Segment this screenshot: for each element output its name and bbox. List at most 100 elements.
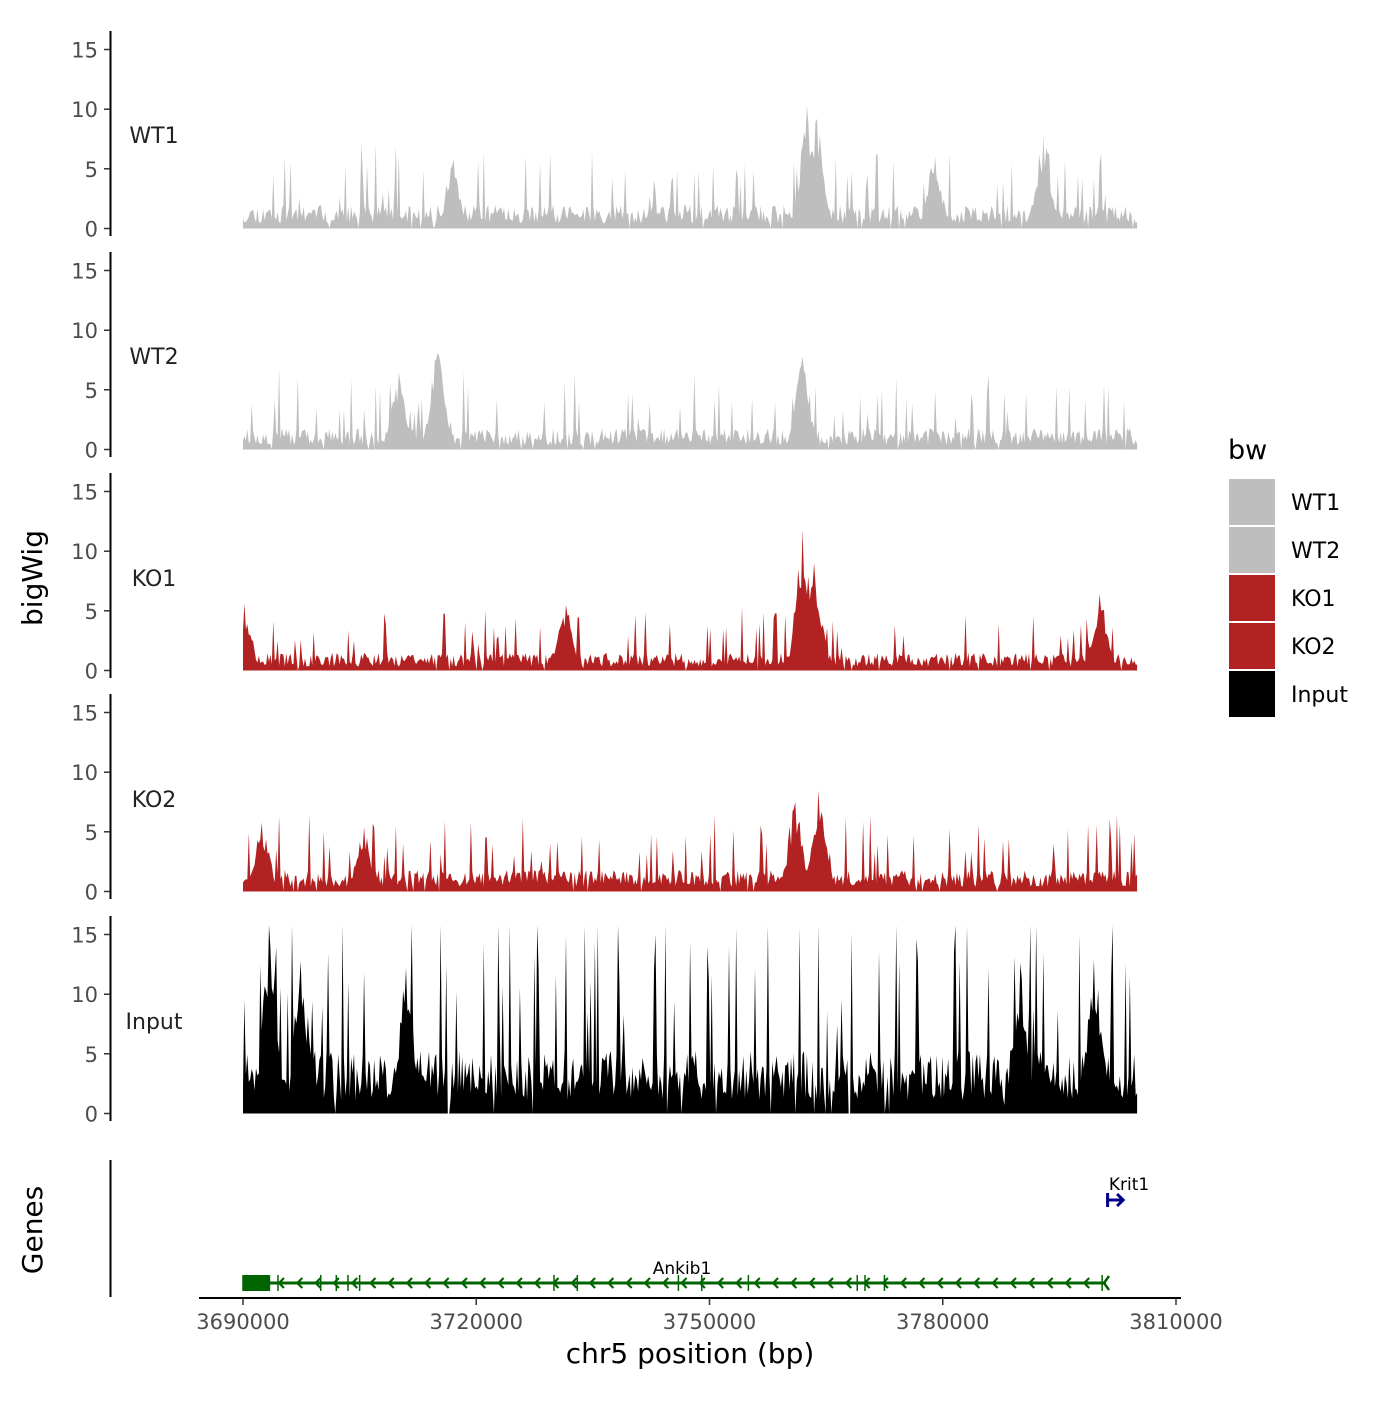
x-tick-label: 3750000 — [663, 1310, 757, 1334]
y-tick-label: 0 — [85, 1103, 98, 1127]
strand-arrow-icon — [588, 1277, 596, 1289]
track-wt1: WT1 0 5 10 15 — [71, 31, 1138, 242]
gene-ankib1: Ankib1 — [242, 1259, 1111, 1291]
strand-arrow-icon — [350, 1277, 358, 1289]
strand-arrow-icon — [643, 1277, 651, 1289]
strand-arrow-icon — [991, 1277, 999, 1289]
y-tick-label: 5 — [85, 158, 98, 182]
strand-arrow-icon — [1027, 1277, 1036, 1289]
legend: bw WT1 WT2 KO1 KO2 Input — [1228, 435, 1348, 717]
legend-key-ko2 — [1229, 623, 1275, 669]
strand-arrow-icon — [295, 1277, 304, 1289]
strand-arrow-icon — [808, 1277, 816, 1289]
y-tick-label: 0 — [85, 439, 98, 463]
y-tick-label: 10 — [71, 983, 98, 1007]
legend-key-wt1 — [1229, 479, 1275, 525]
strand-arrow-icon — [277, 1277, 285, 1289]
genes-track: Genes Ankib1 Krit1 — [16, 1160, 1149, 1297]
strand-arrow-icon — [698, 1277, 706, 1289]
strand-arrow-icon — [716, 1277, 724, 1289]
y-tick-label: 15 — [71, 39, 98, 63]
strand-arrow-icon — [405, 1277, 413, 1289]
y-tick-group: 0 5 10 15 — [71, 702, 110, 905]
coverage-area — [243, 790, 1138, 892]
strand-arrow-icon — [863, 1277, 871, 1289]
coverage-area — [243, 352, 1138, 450]
x-axis-title: chr5 position (bp) — [566, 1337, 815, 1370]
track-input: Input 0 5 10 15 — [71, 916, 1138, 1127]
gene-label-ankib1: Ankib1 — [653, 1259, 712, 1279]
y-tick-label: 5 — [85, 379, 98, 403]
strand-arrow-icon — [844, 1277, 853, 1289]
y-tick-label: 5 — [85, 1043, 98, 1067]
track-ko1: KO1 0 5 10 15 — [71, 473, 1138, 684]
strand-arrow-icon — [661, 1277, 670, 1289]
strand-arrow-icon — [423, 1277, 432, 1289]
y-tick-label: 15 — [71, 260, 98, 284]
x-tick-label: 3780000 — [896, 1310, 990, 1334]
strand-arrow-icon — [753, 1277, 761, 1289]
strand-arrow-icon — [497, 1277, 505, 1289]
y-tick-label: 15 — [71, 924, 98, 948]
strand-arrow-icon — [881, 1277, 889, 1289]
genes-axis-title: Genes — [16, 1186, 49, 1274]
legend-label: KO1 — [1291, 587, 1336, 612]
strand-arrow-icon — [551, 1277, 560, 1289]
gene-end-icon — [1102, 1275, 1111, 1291]
strand-arrow-icon — [368, 1277, 377, 1289]
track-wt2: WT2 0 5 10 15 — [71, 252, 1138, 463]
strand-arrow-icon — [1046, 1277, 1054, 1289]
track-label: KO2 — [132, 788, 177, 813]
track-label: KO1 — [132, 567, 177, 592]
gene-label-krit1: Krit1 — [1109, 1175, 1149, 1195]
strand-arrow-icon — [442, 1277, 450, 1289]
strand-arrow-icon — [826, 1277, 834, 1289]
strand-arrow-icon — [954, 1277, 962, 1289]
x-tick-group: 3690000 3720000 3750000 3780000 3810000 — [196, 1298, 1223, 1334]
strand-arrow-icon — [570, 1277, 578, 1289]
y-tick-label: 10 — [71, 98, 98, 122]
legend-label: Input — [1291, 683, 1348, 708]
strand-arrow-icon — [1082, 1277, 1090, 1289]
gene-arrow-icon — [1106, 1192, 1126, 1208]
coverage-area — [243, 105, 1138, 229]
strand-arrow-icon — [478, 1277, 487, 1289]
y-tick-group: 0 5 10 15 — [71, 260, 110, 463]
y-tick-label: 15 — [71, 702, 98, 726]
strand-arrow-icon — [680, 1277, 688, 1289]
y-tick-group: 0 5 10 15 — [71, 39, 110, 242]
legend-key-wt2 — [1229, 527, 1275, 573]
y-tick-label: 0 — [85, 218, 98, 242]
y-tick-label: 10 — [71, 319, 98, 343]
strand-arrow-icon — [515, 1277, 523, 1289]
legend-title: bw — [1228, 435, 1267, 466]
strand-arrow-icon — [606, 1277, 615, 1289]
track-ko2: KO2 0 5 10 15 — [71, 694, 1138, 905]
y-tick-label: 0 — [85, 660, 98, 684]
track-label: WT1 — [129, 124, 178, 149]
x-tick-label: 3690000 — [196, 1310, 290, 1334]
strand-arrow-icon — [936, 1277, 944, 1289]
x-tick-label: 3720000 — [429, 1310, 523, 1334]
strand-arrow-icon — [1064, 1277, 1072, 1289]
y-tick-label: 5 — [85, 600, 98, 624]
strand-arrow-icon — [734, 1277, 743, 1289]
legend-label: KO2 — [1291, 635, 1336, 660]
strand-arrow-icon — [771, 1277, 779, 1289]
y-tick-label: 15 — [71, 481, 98, 505]
strand-arrow-icon — [460, 1277, 468, 1289]
strand-arrows — [277, 1275, 1111, 1291]
y-tick-label: 0 — [85, 881, 98, 905]
y-tick-group: 0 5 10 15 — [71, 924, 110, 1127]
coverage-area — [243, 925, 1138, 1114]
strand-arrow-icon — [625, 1277, 633, 1289]
legend-label: WT2 — [1291, 539, 1340, 564]
y-tick-label: 10 — [71, 540, 98, 564]
legend-key-ko1 — [1229, 575, 1275, 621]
strand-arrow-icon — [314, 1277, 322, 1289]
x-axis: 3690000 3720000 3750000 3780000 3810000 … — [196, 1297, 1223, 1370]
track-label: Input — [126, 1010, 183, 1035]
track-label: WT2 — [129, 345, 178, 370]
strand-arrow-icon — [972, 1277, 981, 1289]
